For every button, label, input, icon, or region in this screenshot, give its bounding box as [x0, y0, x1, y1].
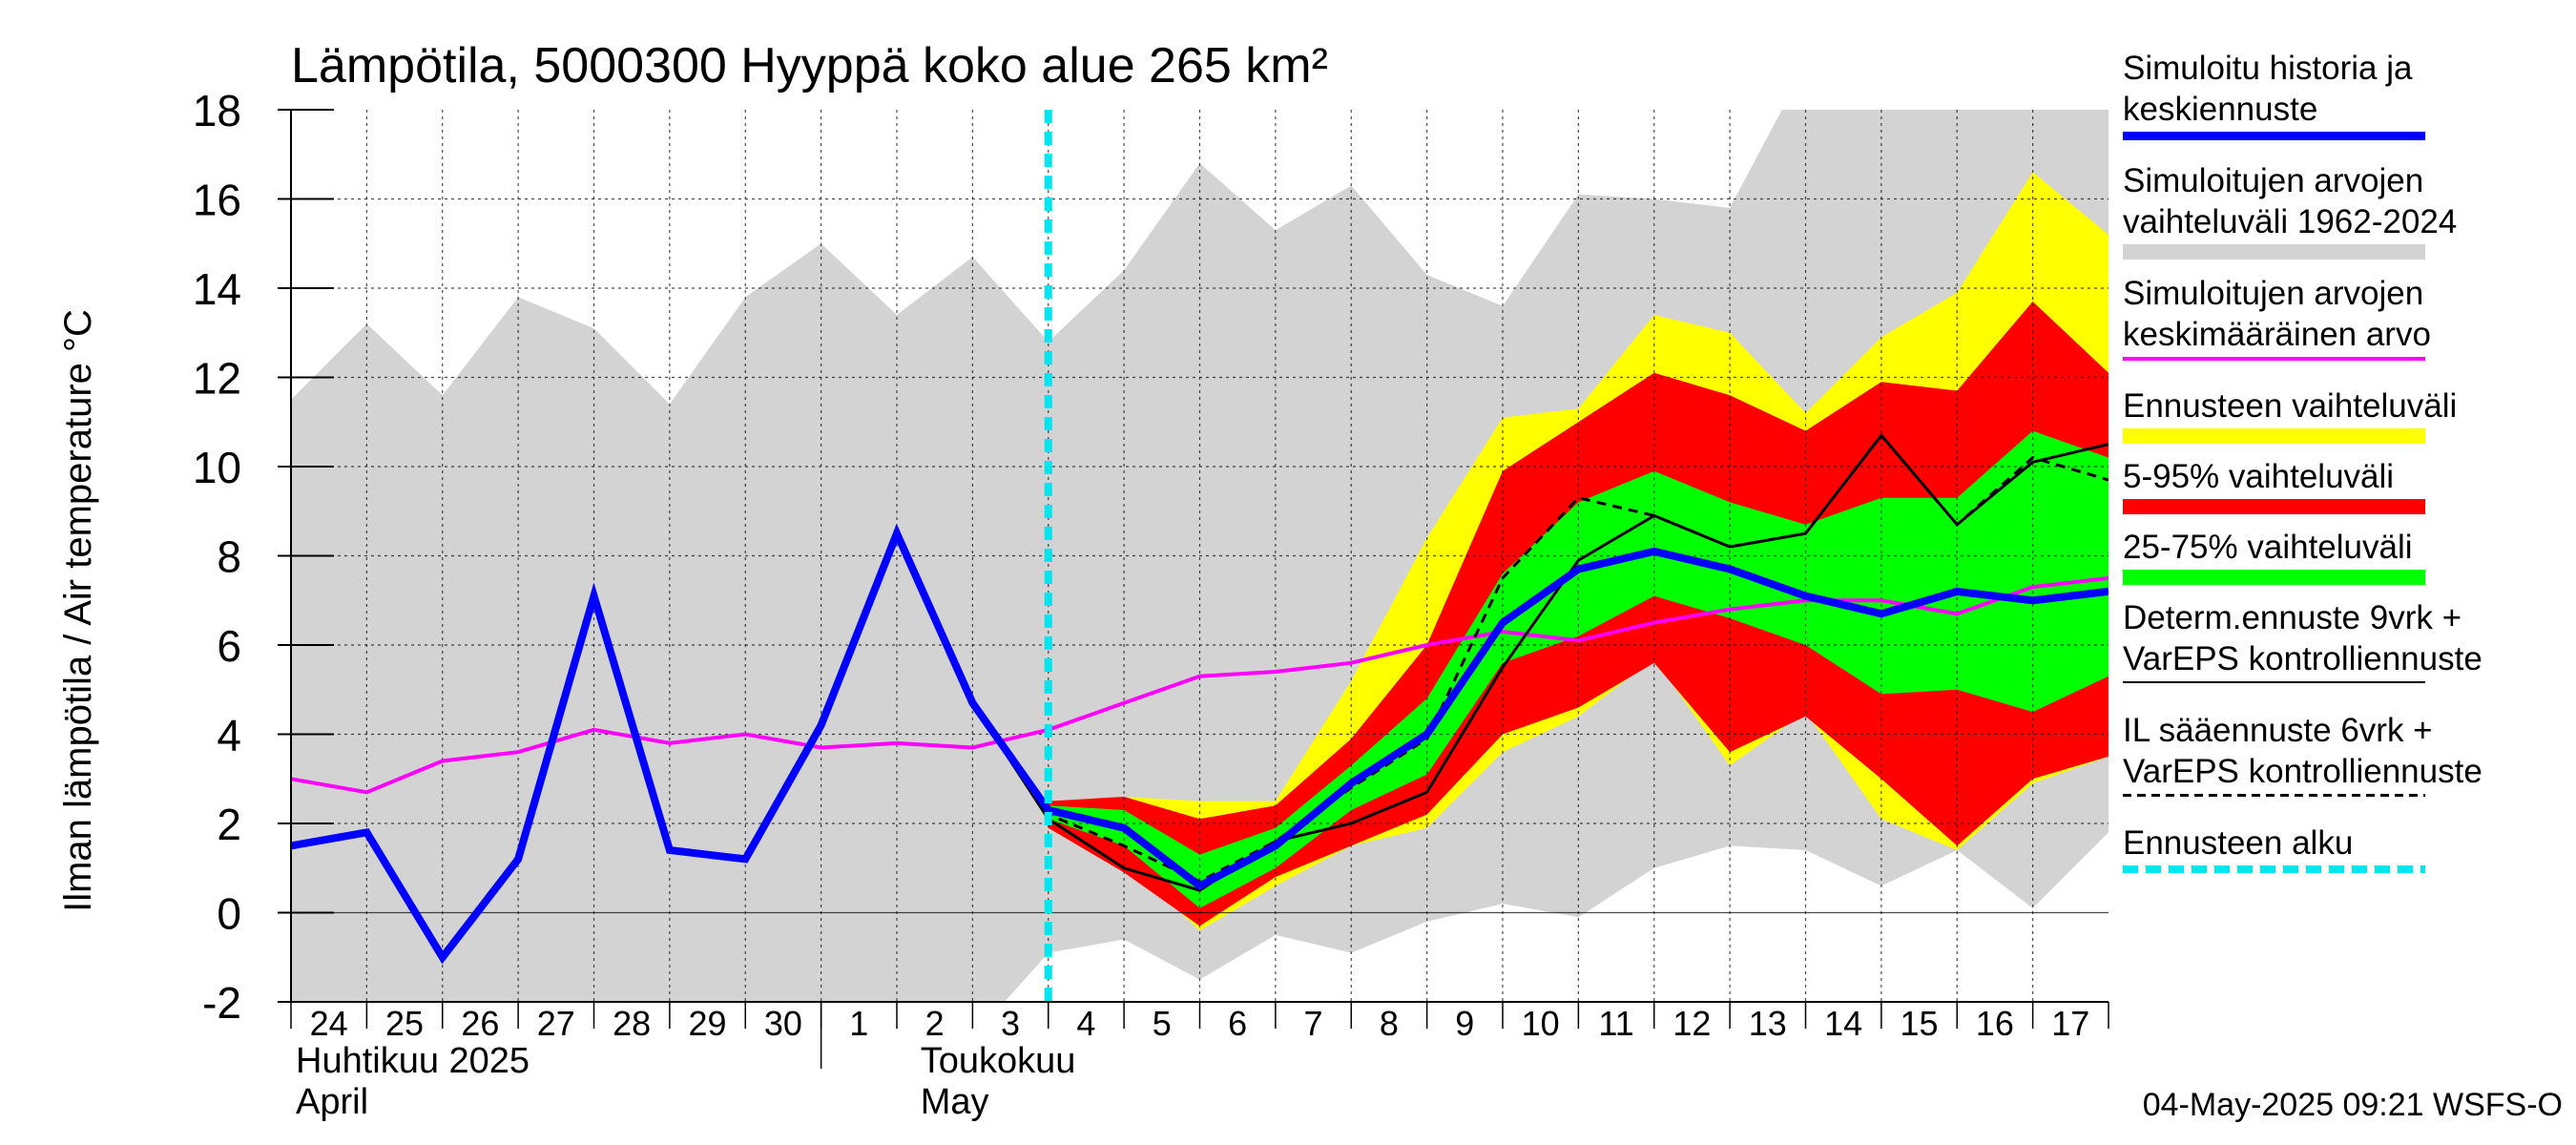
x-tick-label: 13: [1749, 1004, 1787, 1043]
legend-label: IL sääennuste 6vrk + VarEPS kontrollienn…: [2123, 712, 2483, 790]
x-tick-label: 27: [537, 1004, 575, 1043]
series-line-0: [291, 575, 2109, 795]
month-label: Toukokuu: [921, 1041, 1076, 1081]
x-tick-label: 7: [1304, 1004, 1323, 1043]
legend-label: Ennusteen vaihteluväli: [2123, 387, 2458, 425]
legend-label: 5-95% vaihteluväli: [2123, 458, 2395, 495]
x-tick-label: 14: [1824, 1004, 1862, 1043]
x-tick-label: 30: [764, 1004, 802, 1043]
lines-layer: [291, 110, 2109, 1002]
legend-label: Ennusteen alku: [2123, 824, 2354, 862]
y-tick-label: 12: [193, 354, 241, 404]
x-tick-label: 25: [385, 1004, 424, 1043]
x-tick-label: 26: [461, 1004, 499, 1043]
legend-label: 25-75% vaihteluväli: [2123, 529, 2413, 566]
x-tick-label: 10: [1522, 1004, 1560, 1043]
y-tick-label: -2: [202, 978, 241, 1028]
grid-layer: [291, 110, 2109, 1002]
legend-item: Ennusteen alku: [2123, 822, 2562, 893]
y-tick-label: 18: [193, 86, 241, 135]
x-tick-label: 29: [689, 1004, 727, 1043]
y-tick-label: 0: [217, 889, 241, 939]
x-tick-label: 17: [2051, 1004, 2089, 1043]
footer-timestamp: 04-May-2025 09:21 WSFS-O: [2142, 1087, 2563, 1123]
legend: Simuloitu historia ja keskiennuste Simulo…: [2123, 48, 2562, 893]
legend-item: Simuloitujen arvojen vaihteluväli 1962-2…: [2123, 160, 2562, 273]
y-tick-label: 6: [217, 621, 241, 671]
x-tick-label: 28: [613, 1004, 651, 1043]
legend-label: Determ.ennuste 9vrk + VarEPS kontrollien…: [2123, 599, 2483, 677]
x-tick-label: 9: [1455, 1004, 1474, 1043]
legend-swatch: [2123, 132, 2425, 140]
month-label-en: May: [921, 1082, 989, 1122]
x-tick-label: 3: [1001, 1004, 1020, 1043]
legend-swatch: [2123, 499, 2425, 514]
y-tick-label: 2: [217, 800, 241, 849]
series-line-1: [971, 432, 2109, 892]
legend-item: IL sääennuste 6vrk + VarEPS kontrollienn…: [2123, 710, 2562, 822]
chart-title: Lämpötila, 5000300 Hyyppä koko alue 265 …: [291, 38, 1328, 94]
legend-label: Simuloitujen arvojen keskimääräinen arvo: [2123, 275, 2431, 353]
legend-item: Ennusteen vaihteluväli: [2123, 385, 2562, 456]
legend-item: 5-95% vaihteluväli: [2123, 456, 2562, 527]
legend-item: Simuloitujen arvojen keskimääräinen arvo: [2123, 273, 2562, 385]
x-tick-label: 11: [1598, 1004, 1633, 1043]
y-tick-label: 8: [217, 532, 241, 582]
month-label-en: April: [296, 1082, 368, 1122]
x-tick-label: 8: [1380, 1004, 1399, 1043]
y-tick-label: 4: [217, 711, 241, 760]
legend-item: 25-75% vaihteluväli: [2123, 527, 2562, 597]
legend-label: Simuloitujen arvojen vaihteluväli 1962-2…: [2123, 162, 2458, 240]
x-tick-label: 5: [1153, 1004, 1172, 1043]
y-axis-label: Ilman lämpötila / Air temperature °C: [57, 309, 99, 912]
series-line-2: [971, 432, 2109, 884]
y-tick-label: 10: [193, 443, 241, 492]
legend-swatch: [2123, 681, 2425, 683]
x-tick-label: 24: [310, 1004, 348, 1043]
month-label: Huhtikuu 2025: [296, 1041, 530, 1081]
x-tick-label: 4: [1076, 1004, 1095, 1043]
legend-swatch: [2123, 570, 2425, 585]
x-tick-label: 15: [1901, 1004, 1939, 1043]
y-tick-label: 14: [193, 264, 241, 314]
band-3: [1048, 430, 2109, 908]
series-line-3: [291, 523, 2109, 965]
legend-item: Determ.ennuste 9vrk + VarEPS kontrollien…: [2123, 597, 2562, 710]
x-tick-label: 6: [1228, 1004, 1247, 1043]
legend-label: Simuloitu historia ja keskiennuste: [2123, 50, 2413, 128]
legend-swatch: [2123, 244, 2425, 260]
legend-item: Simuloitu historia ja keskiennuste: [2123, 48, 2562, 160]
legend-swatch: [2123, 794, 2425, 797]
legend-swatch: [2123, 865, 2425, 873]
y-tick-label: 16: [193, 176, 241, 225]
legend-swatch: [2123, 428, 2425, 444]
legend-swatch: [2123, 357, 2425, 361]
x-tick-label: 1: [849, 1004, 868, 1043]
x-tick-label: 2: [925, 1004, 945, 1043]
x-tick-label: 12: [1672, 1004, 1711, 1043]
x-tick-label: 16: [1976, 1004, 2014, 1043]
